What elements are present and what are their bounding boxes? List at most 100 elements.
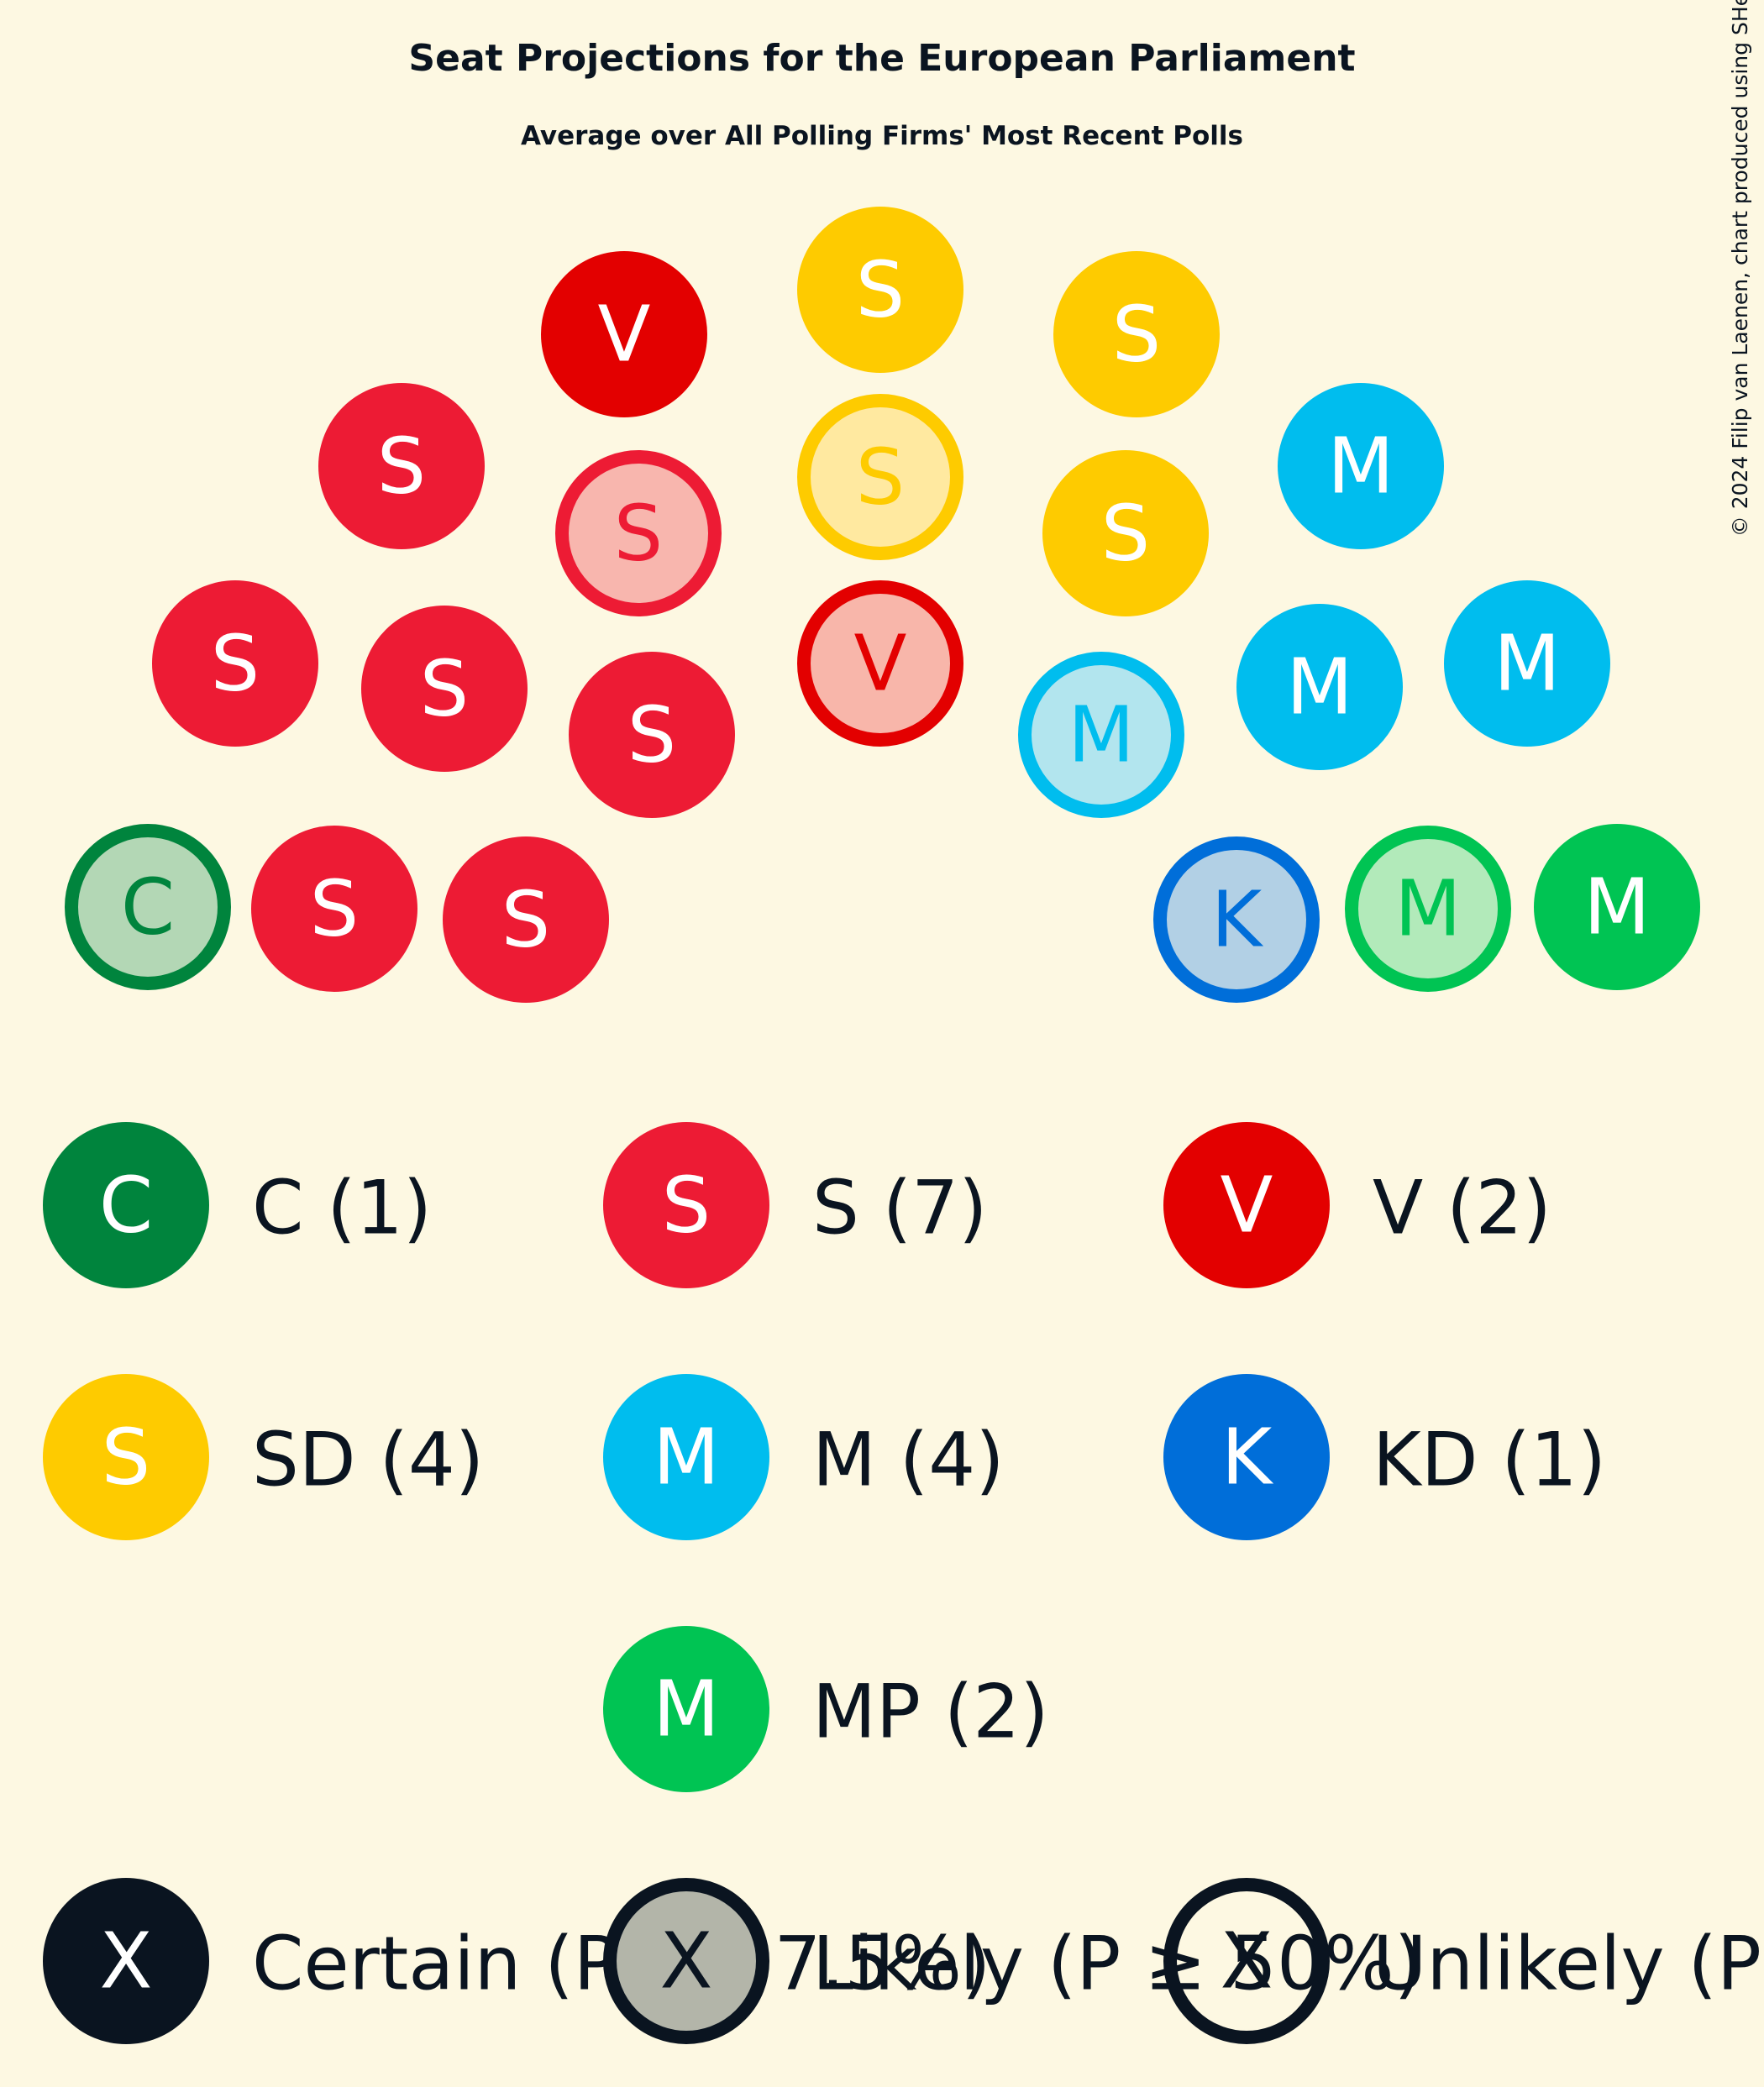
seat-v: V (797, 580, 963, 747)
seat-letter: S (856, 245, 905, 335)
legend-label: S (7) (812, 1165, 987, 1251)
legend-swatch-letter: C (99, 1161, 153, 1251)
seat-circle (1018, 652, 1184, 818)
legend-swatch (43, 1374, 209, 1540)
seat-circle (65, 824, 231, 990)
seat-s: S (569, 652, 735, 818)
chart-subtitle: Average over All Polling Firms' Most Rec… (521, 121, 1243, 151)
seat-circle (318, 383, 485, 549)
legend-item-mp: M MP (2) (603, 1626, 1049, 1792)
seat-circle (1236, 604, 1403, 770)
seat-circle (1534, 824, 1700, 990)
legend-label: SD (4) (252, 1417, 484, 1503)
seat-mp: M (1534, 824, 1700, 990)
legend-item-s: S S (7) (603, 1122, 987, 1288)
seat-circle (1444, 580, 1610, 747)
seat-c: C (65, 824, 231, 990)
legend-swatch-letter: S (662, 1161, 711, 1251)
seat-circle (797, 580, 963, 747)
status-swatch (603, 1878, 769, 2044)
seat-letter: M (1494, 619, 1560, 709)
seat-letter: M (1327, 422, 1394, 511)
seat-sd: S (797, 394, 963, 560)
status-legend-label: Likely (P ≥ 50%) (812, 1921, 1423, 2007)
seat-m: M (1236, 604, 1403, 770)
chart-title: Seat Projections for the European Parlia… (408, 37, 1355, 80)
seat-letter: M (1583, 863, 1650, 952)
seat-circle (555, 450, 722, 616)
seat-kd: K (1153, 836, 1320, 1003)
legend-item-kd: K KD (1) (1163, 1374, 1606, 1540)
seat-letter: V (598, 290, 651, 380)
seat-circle (1053, 251, 1220, 417)
status-swatch (43, 1878, 209, 2044)
seat-circle (541, 251, 707, 417)
legend-swatch-letter: V (1221, 1161, 1273, 1251)
legend-swatch (603, 1626, 769, 1792)
legend-swatch-letter: M (653, 1413, 719, 1502)
seat-letter: S (1101, 489, 1150, 579)
legend-label: M (4) (812, 1417, 1005, 1503)
seat-circle (797, 394, 963, 560)
status-legend-unlikely: X Unlikely (P < 50%) (1163, 1878, 1764, 2044)
legend-swatch (43, 1122, 209, 1288)
seat-m: M (1018, 652, 1184, 818)
seat-circles: C S S S S S S S V V S S S S M M M M K M M (65, 207, 1700, 1003)
seat-circle (1153, 836, 1320, 1003)
seat-s: S (251, 826, 417, 992)
seat-circle (797, 207, 963, 373)
seat-s: S (361, 606, 528, 772)
seat-s: S (443, 836, 609, 1003)
seat-letter: S (420, 644, 469, 734)
seat-sd: S (1053, 251, 1220, 417)
seat-letter: S (310, 864, 359, 954)
legend-swatch-letter: S (102, 1413, 150, 1502)
status-swatch-letter: X (99, 1917, 152, 2006)
seat-s: S (318, 383, 485, 549)
seat-letter: V (854, 619, 907, 709)
seat-circle (361, 606, 528, 772)
legend-label: C (1) (252, 1165, 432, 1251)
seat-letter: S (856, 433, 905, 522)
seat-sd: S (797, 207, 963, 373)
seat-circle (1278, 383, 1444, 549)
seat-circle (569, 652, 735, 818)
legend-swatch (603, 1374, 769, 1540)
seat-sd: S (1042, 450, 1209, 616)
seat-mp: M (1345, 826, 1511, 992)
seat-letter: M (1286, 642, 1352, 732)
seat-letter: S (211, 619, 260, 709)
legend-label: KD (1) (1373, 1417, 1606, 1503)
seat-circle (251, 826, 417, 992)
seat-circle (1042, 450, 1209, 616)
seat-s: S (555, 450, 722, 616)
legend-swatch-letter: M (653, 1665, 719, 1754)
seat-circle (1345, 826, 1511, 992)
legend-label: V (2) (1373, 1165, 1551, 1251)
legend-item-v: V V (2) (1163, 1122, 1551, 1288)
seat-m: M (1444, 580, 1610, 747)
legend-item-sd: S SD (4) (43, 1374, 484, 1540)
seat-m: M (1278, 383, 1444, 549)
status-swatch (1163, 1878, 1330, 2044)
seat-letter: S (501, 875, 550, 965)
seat-circle (152, 580, 318, 747)
legend-swatch (1163, 1122, 1330, 1288)
seat-letter: K (1211, 875, 1264, 965)
seat-letter: C (121, 863, 175, 952)
seat-s: S (152, 580, 318, 747)
seat-letter: S (627, 690, 676, 780)
seat-letter: M (1394, 864, 1461, 954)
legend-label: MP (2) (812, 1669, 1049, 1755)
seat-v: V (541, 251, 707, 417)
seat-circle (443, 836, 609, 1003)
legend-item-c: C C (1) (43, 1122, 432, 1288)
status-legend-label: Unlikely (P < 50%) (1373, 1921, 1764, 2007)
seat-letter: M (1068, 690, 1134, 780)
status-swatch-letter: X (659, 1917, 712, 2006)
seat-letter: S (377, 422, 426, 511)
legend-swatch-letter: K (1221, 1413, 1274, 1502)
